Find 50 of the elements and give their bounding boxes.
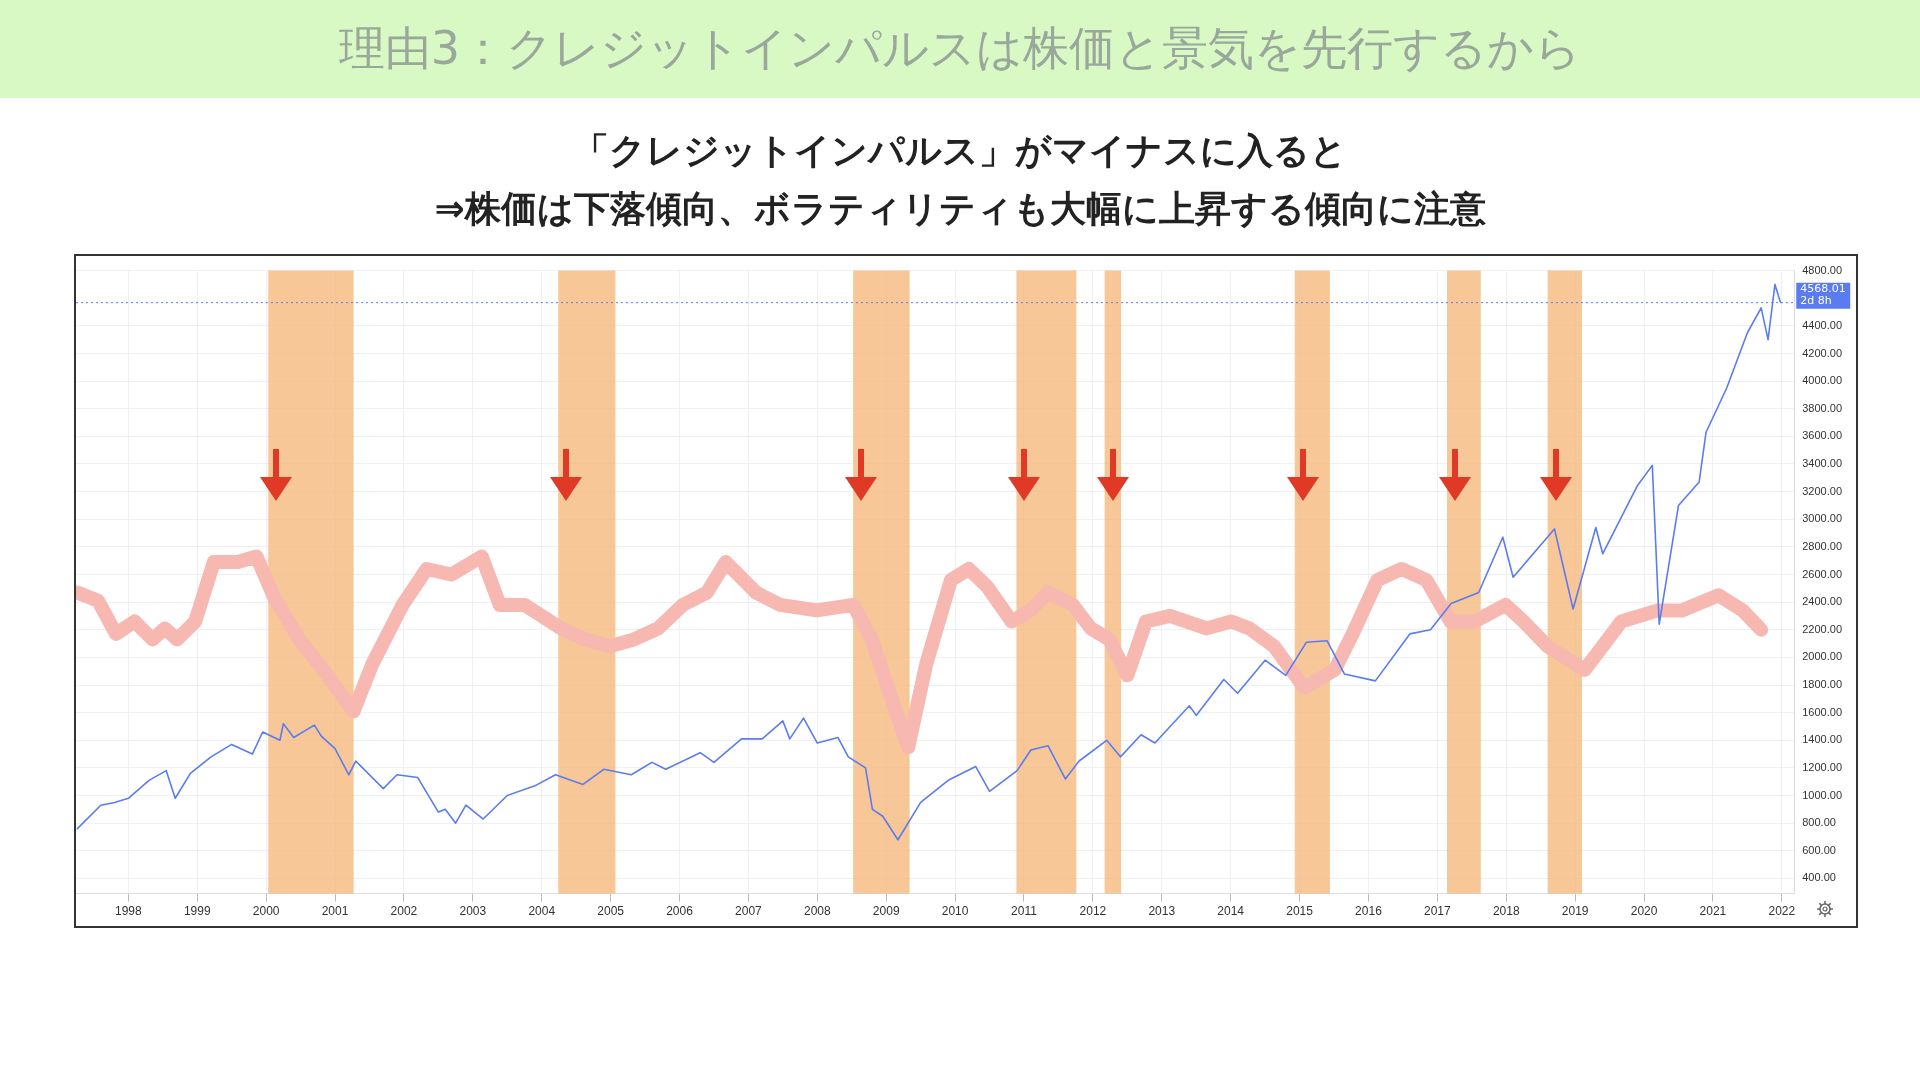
x-tick-label: 2002 <box>390 904 418 919</box>
x-tick-label: 2022 <box>1768 904 1796 919</box>
chart-subtitle: 「クレジットインパルス」がマイナスに入ると ⇒株価は下落傾向、ボラティリティも大幅に上昇する傾向に注意 <box>433 129 1487 231</box>
y-tick-label: 2800.00 <box>1802 539 1842 552</box>
x-tick-label: 2012 <box>1079 904 1107 919</box>
y-tick-label: 1000.00 <box>1802 788 1842 801</box>
y-tick-label: 1200.00 <box>1802 760 1842 773</box>
y-tick-label: 1400.00 <box>1802 733 1842 746</box>
y-tick-label: 400.00 <box>1802 871 1836 884</box>
x-tick-label: 2011 <box>1011 904 1038 919</box>
chart-title: 理由3：クレジットインパルスは株価と景気を先行するから <box>0 0 1920 98</box>
x-tick-label: 2008 <box>803 904 831 919</box>
y-tick-label: 2000.00 <box>1802 650 1842 663</box>
x-tick-label: 2003 <box>459 904 487 919</box>
y-tick-label: 2400.00 <box>1802 595 1842 608</box>
y-tick-label: 1800.00 <box>1802 678 1842 691</box>
x-tick-label: 2004 <box>528 904 556 919</box>
y-tick-label: 3600.00 <box>1802 429 1842 442</box>
x-tick-label: 2013 <box>1148 904 1176 919</box>
x-tick-label: 2021 <box>1699 904 1727 919</box>
x-tick-label: 2017 <box>1424 904 1452 919</box>
x-tick-label: 2018 <box>1492 904 1520 919</box>
y-tick-label: 600.00 <box>1802 843 1836 856</box>
x-tick-label: 2016 <box>1355 904 1383 919</box>
x-tick-label: 2020 <box>1630 904 1658 919</box>
y-tick-label: 3200.00 <box>1802 484 1842 497</box>
y-tick-label: 3800.00 <box>1802 401 1842 414</box>
ref-line-label: 4568.01 2d 8h <box>1800 282 1846 308</box>
x-tick-label: 2006 <box>666 904 694 919</box>
y-tick-label: 3000.00 <box>1802 512 1842 525</box>
x-tick-label: 1998 <box>115 904 143 919</box>
x-tick-label: 1999 <box>183 904 211 919</box>
x-tick-label: 2015 <box>1286 904 1314 919</box>
y-tick-label: 2600.00 <box>1802 567 1842 580</box>
x-tick-label: 2010 <box>941 904 969 919</box>
x-tick-label: 2019 <box>1561 904 1589 919</box>
x-tick-label: 2009 <box>872 904 900 919</box>
x-tick-label: 2014 <box>1217 904 1245 919</box>
x-tick-label: 2007 <box>735 904 763 919</box>
y-tick-label: 4400.00 <box>1802 318 1842 331</box>
x-tick-label: 2005 <box>597 904 625 919</box>
x-tick-label: 2000 <box>252 904 280 919</box>
y-tick-label: 4000.00 <box>1802 374 1842 387</box>
y-tick-label: 3400.00 <box>1802 457 1842 470</box>
y-tick-label: 2200.00 <box>1802 622 1842 635</box>
y-tick-label: 1600.00 <box>1802 705 1842 718</box>
y-tick-label: 800.00 <box>1802 816 1836 829</box>
x-tick-label: 2001 <box>321 904 349 919</box>
y-tick-label: 4200.00 <box>1802 346 1842 359</box>
y-tick-label: 4800.00 <box>1802 263 1842 276</box>
